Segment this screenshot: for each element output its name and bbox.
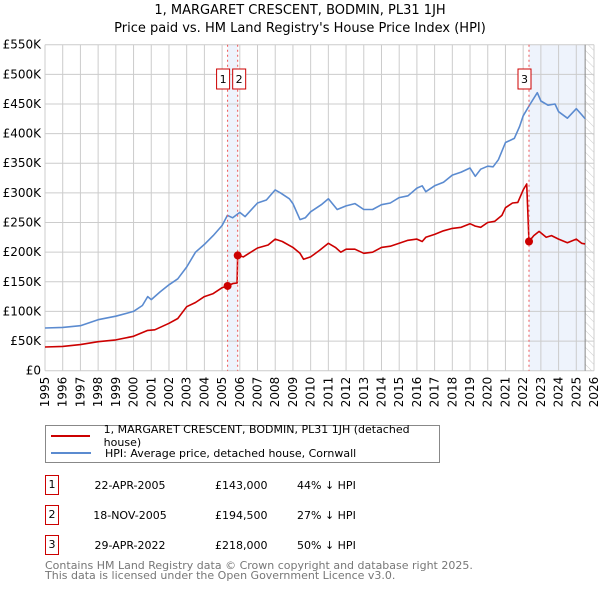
x-tick-label: 2023: [534, 377, 548, 408]
property-price-line: [44, 183, 586, 348]
x-tick-label: 2012: [339, 377, 353, 408]
sale-point: [525, 237, 534, 246]
x-tick-label: 2007: [251, 377, 265, 408]
x-tick-label: 2016: [410, 377, 424, 408]
sale-date: 22-APR-2005: [94, 478, 166, 492]
sale-price: £218,000: [215, 538, 268, 552]
x-tick-label: 2002: [162, 377, 176, 408]
sale-point: [223, 281, 232, 290]
table-row: 3 29-APR-2022 £218,000 50% ↓ HPI: [45, 535, 356, 555]
x-tick-label: 1998: [91, 377, 105, 408]
sale-badge-label: 2: [236, 73, 243, 86]
shaded-period: [529, 44, 586, 371]
sale-badge: [232, 68, 247, 90]
y-tick-label: £250K: [3, 216, 43, 230]
sale-badge-label: 1: [220, 73, 227, 86]
x-tick-label: 2009: [286, 377, 300, 408]
sale-point: [233, 251, 242, 260]
x-tick-label: 2017: [428, 377, 442, 408]
table-row: 2 18-NOV-2005 £194,500 27% ↓ HPI: [45, 505, 356, 525]
x-tick-label: 2014: [374, 377, 388, 408]
footer-licence: This data is licensed under the Open Gov…: [45, 569, 396, 582]
sale-badge: [517, 68, 532, 90]
y-tick-label: £300K: [3, 186, 43, 200]
y-tick-label: £550K: [3, 38, 43, 52]
x-tick-label: 2018: [445, 377, 459, 408]
legend-item-hpi: HPI: Average price, detached house, Corn…: [46, 445, 356, 461]
y-tick-label: £150K: [3, 275, 43, 289]
x-tick-label: 2010: [304, 377, 318, 408]
sale-date: 18-NOV-2005: [93, 508, 167, 522]
forecast-hatch: [585, 44, 594, 371]
hpi-line: [44, 91, 586, 329]
x-tick-label: 1997: [73, 377, 87, 408]
x-tick-label: 2006: [233, 377, 247, 408]
y-tick-label: £0: [26, 364, 41, 378]
sale-marker-badge: 3: [45, 535, 59, 555]
chart-subtitle: Price paid vs. HM Land Registry's House …: [114, 21, 486, 36]
x-tick-label: 2008: [268, 377, 282, 408]
sale-badge-label: 3: [521, 73, 528, 86]
legend-label: 1, MARGARET CRESCENT, BODMIN, PL31 1JH (…: [103, 423, 410, 449]
hpi-diff: 27% ↓ HPI: [297, 508, 356, 522]
x-tick-label: 2011: [321, 377, 335, 408]
x-tick-label: 1996: [56, 377, 70, 408]
x-tick-label: 2001: [144, 377, 158, 408]
x-tick-label: 2005: [215, 377, 229, 408]
hpi-diff: 44% ↓ HPI: [297, 478, 356, 492]
x-tick-label: 2000: [127, 377, 141, 408]
legend-item-property: 1, MARGARET CRESCENT, BODMIN, PL31 1JH (…: [46, 423, 439, 449]
sale-price: £143,000: [215, 478, 268, 492]
sale-marker-badge: 1: [45, 475, 59, 495]
shaded-period: [227, 44, 238, 371]
x-tick-label: 1995: [38, 377, 52, 408]
x-tick-label: 2025: [569, 377, 583, 408]
x-tick-label: 2026: [587, 377, 600, 408]
chart-title-address: 1, MARGARET CRESCENT, BODMIN, PL31 1JH: [154, 3, 446, 18]
x-tick-label: 1999: [109, 377, 123, 408]
x-tick-label: 2020: [481, 377, 495, 408]
y-tick-label: £50K: [10, 334, 42, 348]
price-chart: 1 2 3 £0 £50K £100K £150K £200K £250K £300K £350K £…: [3, 38, 600, 408]
table-row: 1 22-APR-2005 £143,000 44% ↓ HPI: [45, 475, 356, 495]
sale-marker-badge: 2: [45, 505, 59, 525]
sale-badge: [216, 68, 231, 90]
x-tick-label: 2021: [498, 377, 512, 408]
legend-swatch-red: [51, 435, 90, 437]
legend: 1, MARGARET CRESCENT, BODMIN, PL31 1JH (…: [45, 423, 440, 463]
x-tick-label: 2019: [463, 377, 477, 408]
legend-swatch-blue: [51, 452, 91, 454]
y-tick-label: £450K: [3, 97, 43, 111]
y-tick-label: £400K: [3, 127, 43, 141]
x-tick-label: 2022: [516, 377, 530, 408]
y-tick-label: £350K: [3, 156, 43, 170]
y-tick-label: £200K: [3, 245, 43, 259]
x-tick-label: 2015: [392, 377, 406, 408]
hpi-diff: 50% ↓ HPI: [297, 538, 356, 552]
sale-date: 29-APR-2022: [94, 538, 166, 552]
x-tick-label: 2013: [357, 377, 371, 408]
sale-price: £194,500: [215, 508, 268, 522]
y-tick-label: £500K: [3, 67, 43, 81]
x-tick-label: 2024: [552, 377, 566, 408]
x-tick-label: 2003: [180, 377, 194, 408]
y-tick-label: £100K: [3, 304, 43, 318]
footer-copyright: Contains HM Land Registry data © Crown c…: [45, 559, 473, 572]
legend-label: HPI: Average price, detached house, Corn…: [105, 446, 357, 460]
x-tick-label: 2004: [197, 377, 211, 408]
